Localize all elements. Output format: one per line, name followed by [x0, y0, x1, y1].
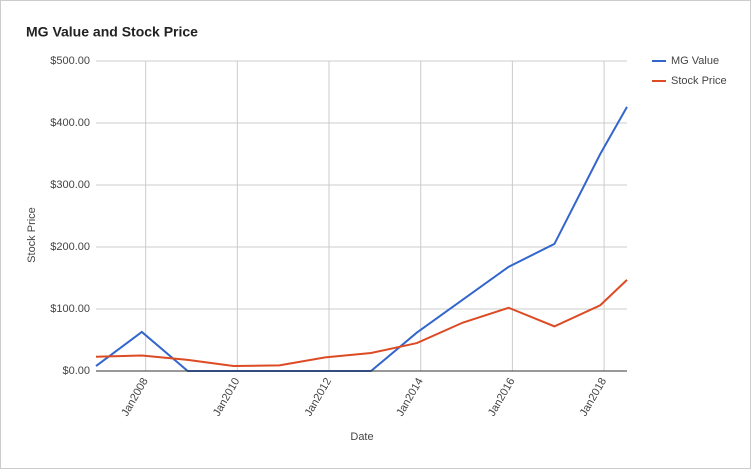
y-tick-label: $0.00 [62, 365, 90, 377]
chart-title: MG Value and Stock Price [26, 24, 198, 40]
y-tick-label: $200.00 [50, 241, 90, 253]
legend-label: Stock Price [671, 75, 727, 87]
y-tick-label: $100.00 [50, 303, 90, 315]
x-axis-title: Date [350, 431, 373, 443]
legend-label: MG Value [671, 55, 719, 67]
y-axis-title: Stock Price [26, 207, 38, 263]
y-tick-label: $500.00 [50, 55, 90, 67]
y-tick-label: $300.00 [50, 179, 90, 191]
y-tick-label: $400.00 [50, 117, 90, 129]
data-line [95, 279, 628, 368]
